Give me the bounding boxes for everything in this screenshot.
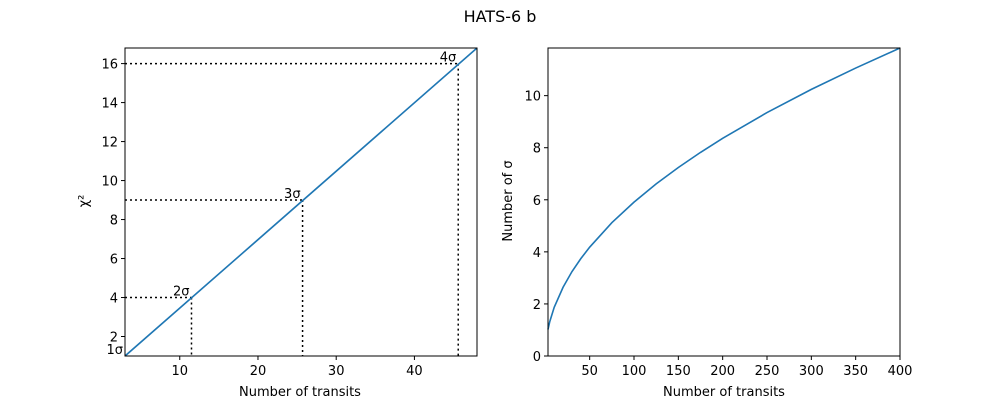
chart-sigma-vs-transits: 50 100 150 200 250 300 350 400 0 2 4 6 8 10 Number o…	[501, 47, 912, 400]
y-tick-label: 4	[533, 246, 541, 261]
series-line-0	[124, 47, 478, 357]
x-tick-label: 50	[581, 364, 598, 379]
x-tick-label: 300	[799, 364, 824, 379]
y-tick-label: 10	[101, 175, 118, 190]
x-axis-label-right: Number of transits	[663, 385, 785, 400]
sigma-label: 1σ	[106, 343, 123, 358]
y-axis-right: 0 2 4 6 8 10	[524, 90, 548, 365]
x-tick-label: 200	[710, 364, 735, 379]
y-tick-label: 8	[110, 214, 118, 229]
sigma-label: 4σ	[440, 51, 457, 66]
x-axis-right: 50 100 150 200 250 300 350 400	[581, 356, 912, 379]
y-tick-label: 6	[110, 253, 118, 268]
y-tick-label: 8	[533, 142, 541, 157]
y-tick-label: 6	[533, 194, 541, 209]
x-axis-label-left: Number of transits	[239, 385, 361, 400]
series-line-0	[547, 47, 901, 330]
y-tick-label: 2	[110, 331, 118, 346]
x-tick-label: 30	[328, 364, 345, 379]
y-tick-label: 16	[101, 58, 118, 73]
plot-area-right	[547, 47, 901, 357]
plot-area-left: 1σ 2σ 3σ 4σ	[106, 47, 478, 358]
x-tick-label: 40	[406, 364, 423, 379]
x-tick-label: 400	[888, 364, 913, 379]
y-tick-label: 4	[110, 292, 118, 307]
plot-frame	[547, 47, 901, 357]
y-tick-label: 2	[533, 298, 541, 313]
y-axis-label-right: Number of σ	[501, 160, 516, 241]
x-tick-label: 250	[755, 364, 780, 379]
x-axis-left: 10 20 30 40	[171, 356, 423, 379]
y-tick-label: 12	[101, 136, 118, 151]
x-tick-label: 350	[843, 364, 868, 379]
x-tick-label: 10	[171, 364, 188, 379]
sigma-label: 3σ	[284, 187, 301, 202]
figure-title: HATS-6 b	[464, 7, 537, 26]
y-tick-label: 14	[101, 97, 118, 112]
y-axis-left: 2 4 6 8 10 12 14 16	[101, 58, 125, 346]
y-axis-label-left: χ²	[77, 195, 92, 208]
chart-chi2-vs-transits: 1σ 2σ 3σ 4σ 10 20 30 40 2 4 6 8 10 12 14 16 Number of…	[77, 47, 478, 400]
y-tick-label: 0	[533, 350, 541, 365]
x-tick-label: 100	[622, 364, 647, 379]
plot-frame	[124, 47, 478, 357]
sigma-label: 2σ	[173, 285, 190, 300]
x-tick-label: 150	[666, 364, 691, 379]
x-tick-label: 20	[250, 364, 267, 379]
y-tick-label: 10	[524, 90, 541, 105]
